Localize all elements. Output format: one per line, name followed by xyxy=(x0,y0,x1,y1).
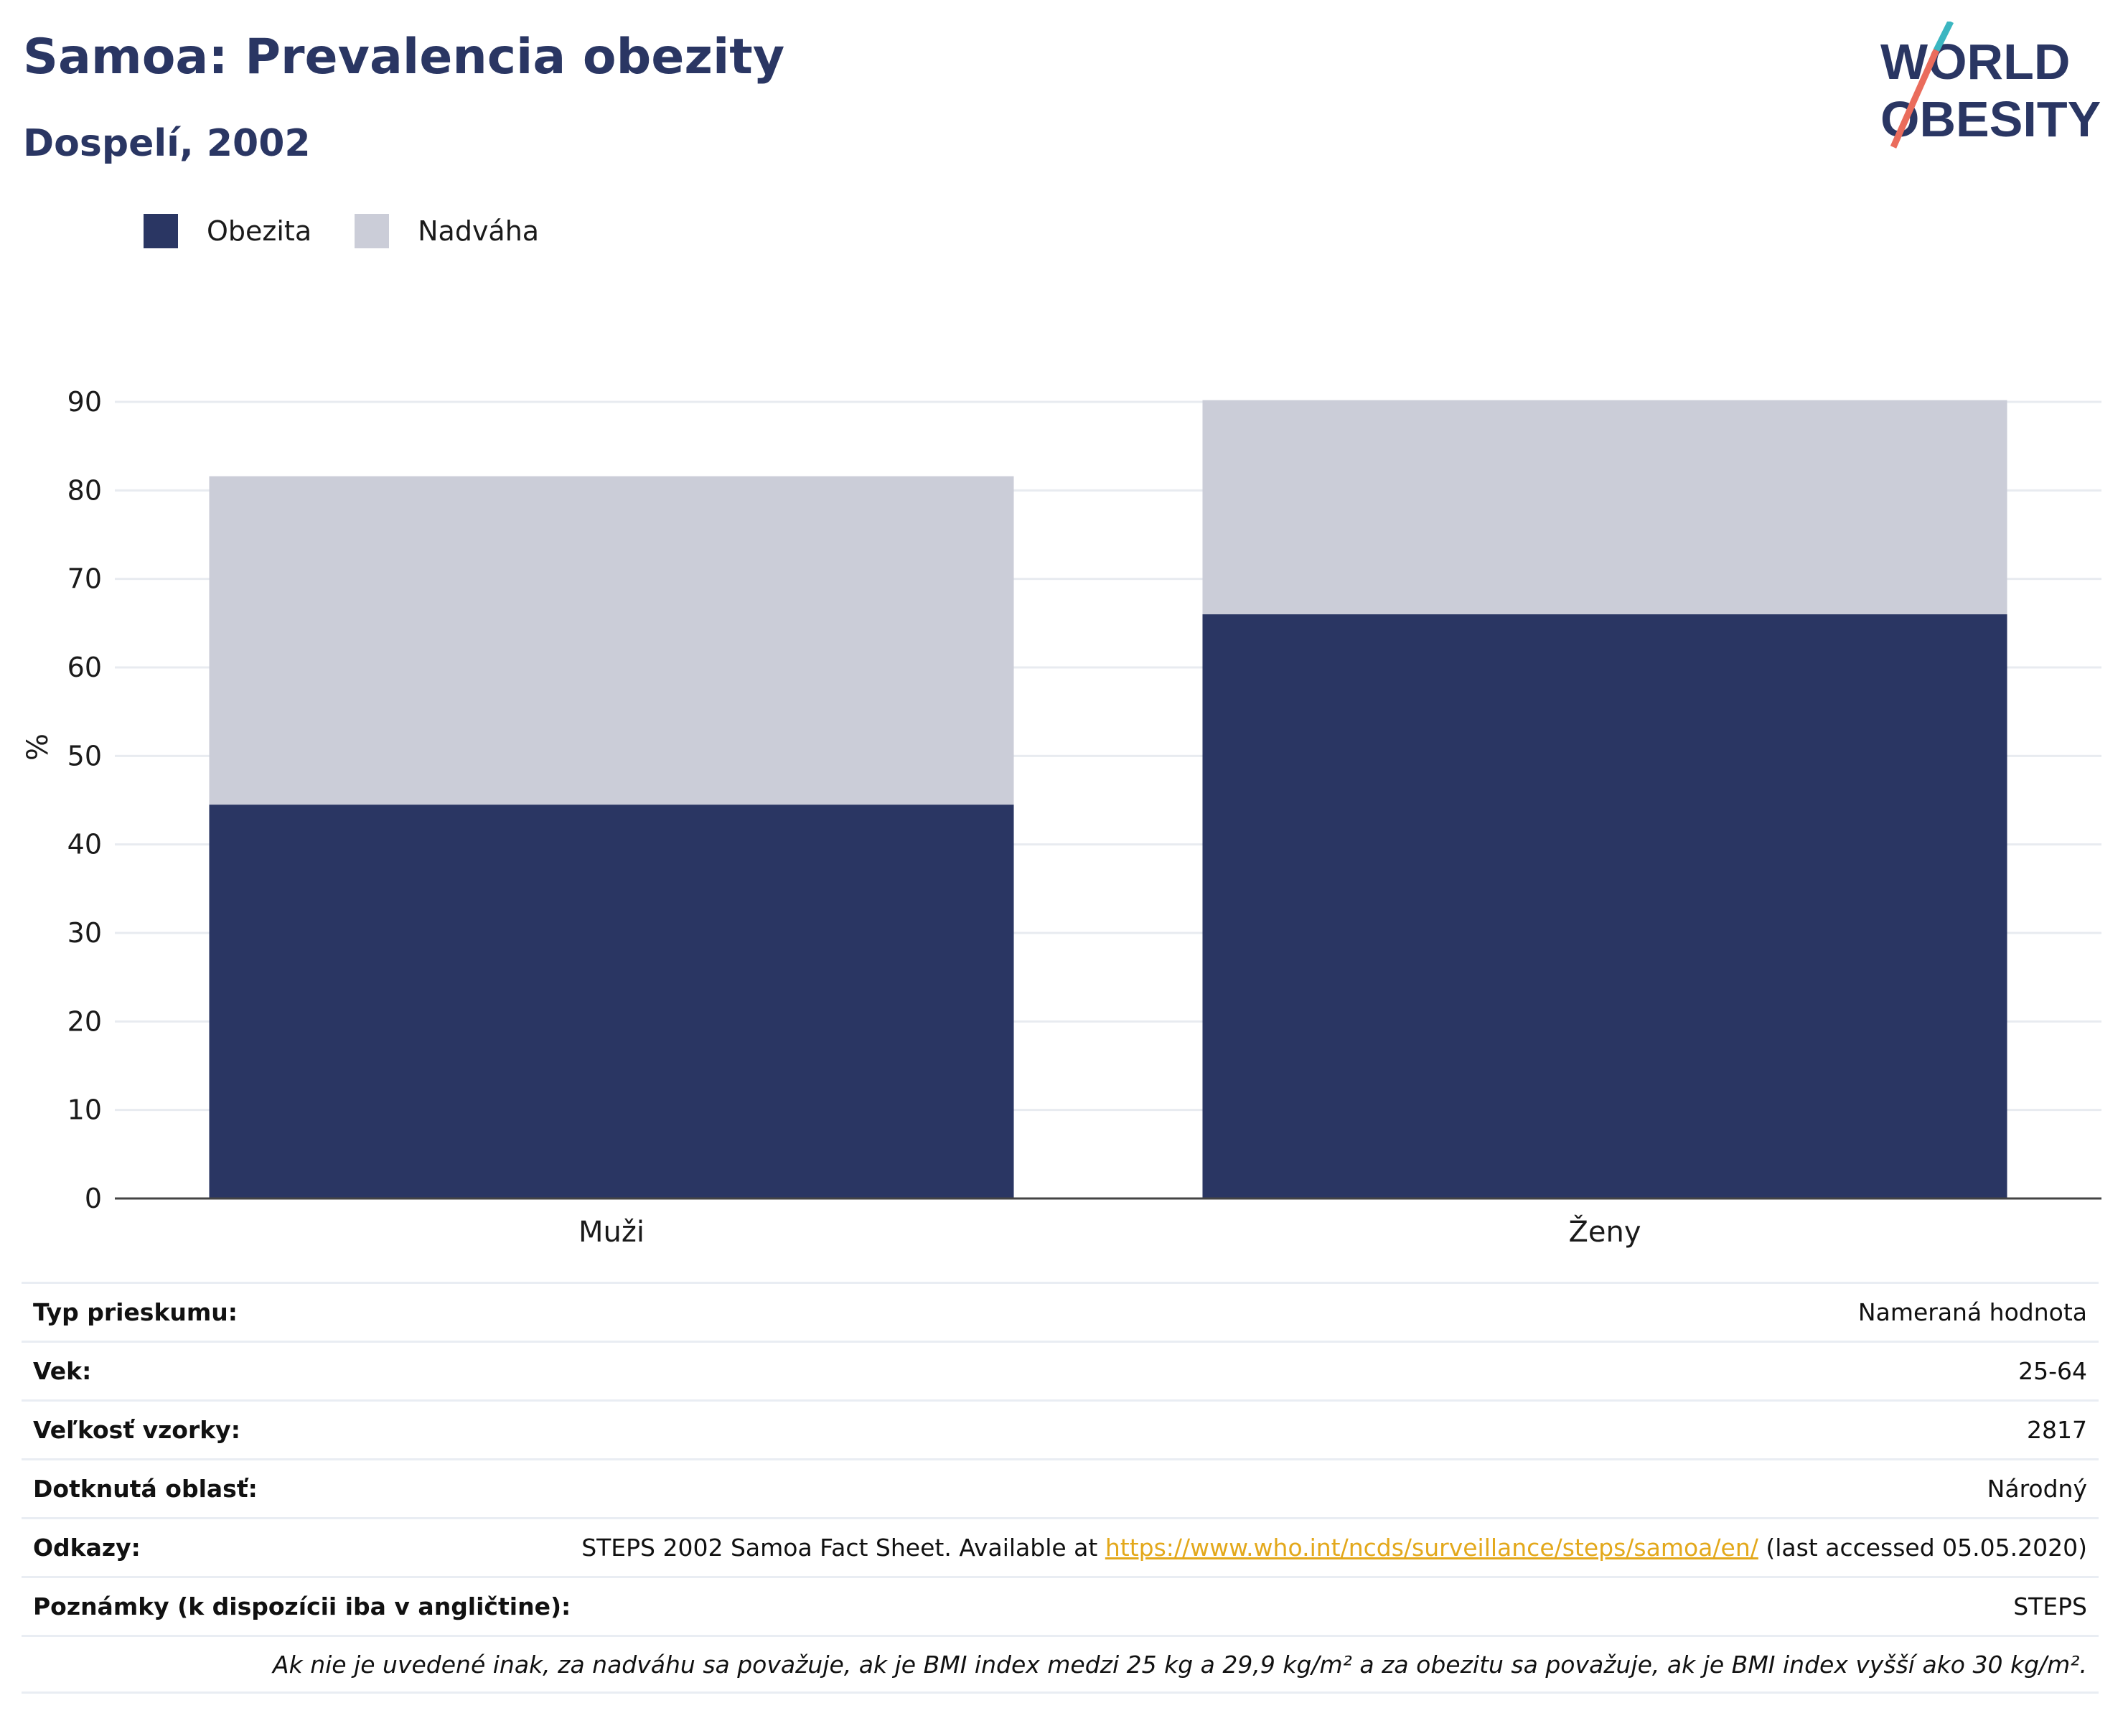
details-label: Poznámky (k dispozícii iba v angličtine)… xyxy=(33,1592,571,1620)
legend-item-obesity[interactable]: Obezita xyxy=(144,214,311,248)
bar-segment-obesity xyxy=(1202,614,2007,1198)
details-label: Dotknutá oblasť: xyxy=(33,1475,258,1503)
y-tick-label: 0 xyxy=(85,1183,102,1214)
bar-segment-overweight xyxy=(209,476,1014,805)
bar-segment-overweight xyxy=(1202,400,2007,614)
details-value: 25-64 xyxy=(2018,1357,2087,1385)
details-label: Vek: xyxy=(33,1357,92,1385)
x-tick-label: Muži xyxy=(578,1216,645,1249)
y-tick-label: 80 xyxy=(67,474,102,506)
legend-label-overweight: Nadváha xyxy=(418,215,540,247)
y-tick-label: 20 xyxy=(67,1005,102,1037)
legend-swatch-overweight xyxy=(355,214,390,248)
details-value: STEPS xyxy=(2013,1592,2087,1620)
logo-word-world: WORLD xyxy=(1880,34,2070,90)
y-tick-label: 50 xyxy=(67,740,102,771)
bar-segment-obesity xyxy=(209,804,1014,1198)
reference-link[interactable]: https://www.who.int/ncds/surveillance/st… xyxy=(1105,1534,1758,1562)
y-tick-label: 10 xyxy=(67,1094,102,1126)
details-label: Typ prieskumu: xyxy=(33,1298,238,1326)
footnote-text: Ak nie je uvedené inak, za nadváhu sa po… xyxy=(273,1650,2087,1679)
y-tick-label: 40 xyxy=(67,829,102,860)
details-row-area: Dotknutá oblasť: Národný xyxy=(22,1458,2099,1517)
details-table: Typ prieskumu: Nameraná hodnota Vek: 25-… xyxy=(22,1282,2099,1694)
chart-legend: Obezita Nadváha xyxy=(144,214,582,248)
x-tick-label: Ženy xyxy=(1568,1214,1641,1249)
details-row-notes: Poznámky (k dispozícii iba v angličtine)… xyxy=(22,1576,2099,1635)
details-row-survey-type: Typ prieskumu: Nameraná hodnota xyxy=(22,1282,2099,1341)
stacked-bar-chart: 0 10 20 30 40 50 60 70 80 90 Muži Ženy xyxy=(67,386,2101,1249)
details-value: 2817 xyxy=(2027,1416,2087,1444)
legend-item-overweight[interactable]: Nadváha xyxy=(355,214,539,248)
details-row-footnote: Ak nie je uvedené inak, za nadváhu sa po… xyxy=(22,1635,2099,1694)
page-subtitle: Dospelí, 2002 xyxy=(23,122,311,165)
details-value: Národný xyxy=(1987,1475,2087,1503)
details-value: Nameraná hodnota xyxy=(1857,1298,2087,1326)
reference-text-pre: STEPS 2002 Samoa Fact Sheet. Available a… xyxy=(581,1534,1105,1562)
y-tick-label: 30 xyxy=(67,917,102,949)
page-title: Samoa: Prevalencia obezity xyxy=(23,29,785,85)
reference-text-post: (last accessed 05.05.2020) xyxy=(1758,1534,2087,1562)
world-obesity-logo: WORLD OBESITY xyxy=(1880,22,2101,149)
details-label: Veľkosť vzorky: xyxy=(33,1416,240,1444)
details-row-age: Vek: 25-64 xyxy=(22,1341,2099,1399)
y-tick-label: 90 xyxy=(67,386,102,418)
y-tick-label: 60 xyxy=(67,652,102,683)
y-tick-label: 70 xyxy=(67,563,102,595)
details-row-references: Odkazy: STEPS 2002 Samoa Fact Sheet. Ava… xyxy=(22,1517,2099,1576)
legend-label-obesity: Obezita xyxy=(207,215,312,247)
details-row-sample-size: Veľkosť vzorky: 2817 xyxy=(22,1399,2099,1458)
details-value: STEPS 2002 Samoa Fact Sheet. Available a… xyxy=(581,1534,2087,1562)
legend-swatch-obesity xyxy=(144,214,178,248)
details-label: Odkazy: xyxy=(33,1534,141,1562)
